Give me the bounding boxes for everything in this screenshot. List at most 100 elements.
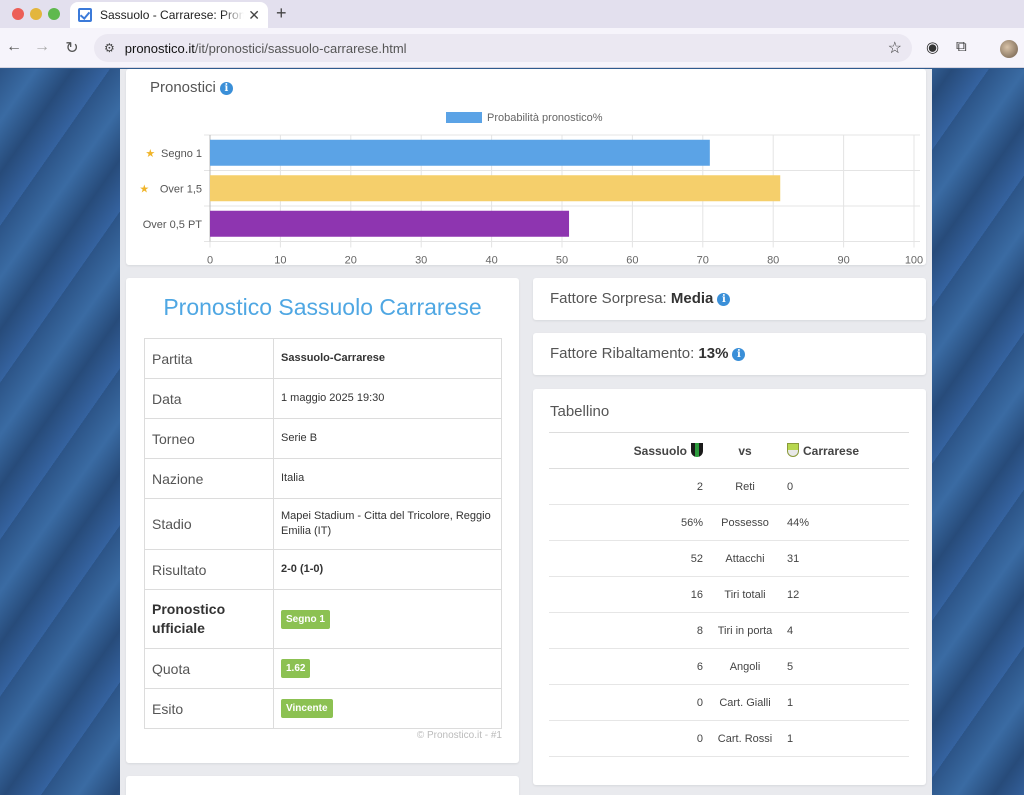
close-tab-icon[interactable]: ✕ xyxy=(248,6,260,23)
x-tick-label: 60 xyxy=(626,255,638,266)
fattore-sorpresa-label: Fattore Sorpresa: xyxy=(550,290,667,307)
url-path: /it/pronostici/sassuolo-carrarese.html xyxy=(194,40,407,56)
detail-label: Data xyxy=(144,378,274,419)
away-stat-value: 1 xyxy=(783,720,909,757)
match-detail-row: Partita Sassuolo-Carrarese xyxy=(144,338,502,379)
stat-row: 52 Attacchi 31 xyxy=(549,540,909,577)
x-tick-label: 100 xyxy=(905,255,923,266)
match-details-card: Pronostico Sassuolo Carrarese Partita Sas… xyxy=(126,278,519,763)
match-details-table: Partita Sassuolo-Carrarese Data 1 maggio 20… xyxy=(144,338,502,729)
detail-label: Risultato xyxy=(144,549,274,590)
minimize-window-button[interactable] xyxy=(30,8,42,20)
away-stat-value: 44% xyxy=(783,504,909,541)
x-tick-label: 20 xyxy=(345,255,357,266)
detail-value: 2-0 (1-0) xyxy=(273,549,502,590)
new-tab-icon[interactable]: + xyxy=(276,3,287,23)
x-tick-label: 70 xyxy=(697,255,709,266)
checkbox-favicon-icon xyxy=(78,8,92,22)
pronostici-bar-chart: Probabilità pronostico% 0 10 20 30 40 50 60 70 80… xyxy=(139,112,923,266)
sassuolo-crest-icon xyxy=(691,443,703,457)
fattore-sorpresa-card: Fattore Sorpresa: Media i xyxy=(533,278,926,320)
chart-card-title-text: Pronostici xyxy=(150,79,216,96)
bar xyxy=(210,139,710,166)
x-tick-label: 40 xyxy=(485,255,497,266)
next-card xyxy=(126,776,519,795)
detail-value: 1.62 xyxy=(273,648,502,689)
detail-value: Italia xyxy=(273,458,502,499)
bar xyxy=(210,175,781,202)
fattore-ribaltamento-value: 13% xyxy=(698,345,729,362)
y-tick-label: Over 1,5 xyxy=(160,183,202,195)
away-stat-value: 5 xyxy=(783,648,909,685)
site-settings-icon[interactable]: ⚙ xyxy=(104,41,115,55)
info-icon[interactable]: i xyxy=(717,293,731,306)
fattore-ribaltamento: Fattore Ribaltamento: 13% i xyxy=(550,345,746,362)
x-tick-label: 0 xyxy=(207,255,213,266)
away-stat-value: 4 xyxy=(783,612,909,649)
info-icon[interactable]: i xyxy=(219,82,233,95)
reload-icon[interactable]: ↻ xyxy=(65,40,79,57)
url-host: pronostico.it xyxy=(124,40,195,56)
forward-arrow-icon[interactable]: → xyxy=(34,38,50,55)
match-detail-row: Stadio Mapei Stadium - Citta del Tricolor… xyxy=(144,498,502,550)
profile-avatar[interactable] xyxy=(1000,40,1018,58)
close-window-button[interactable] xyxy=(12,8,24,20)
url-text: pronostico.it/it/pronostici/sassuolo-car… xyxy=(125,41,407,56)
match-detail-row: Data 1 maggio 2025 19:30 xyxy=(144,378,502,419)
match-detail-row: Nazione Italia xyxy=(144,458,502,499)
match-detail-row: Pronostico ufficiale Segno 1 xyxy=(144,589,502,649)
x-tick-label: 10 xyxy=(274,255,286,266)
detail-value: 1 maggio 2025 19:30 xyxy=(273,378,502,419)
away-team-name: Carrarese xyxy=(803,444,860,458)
home-stat-value: 0 xyxy=(549,720,707,757)
outcome-badge: Vincente xyxy=(281,699,333,718)
fattore-ribaltamento-label: Fattore Ribaltamento: xyxy=(550,345,695,362)
stat-row: 6 Angoli 5 xyxy=(549,648,909,685)
stat-label: Cart. Rossi xyxy=(707,720,783,757)
away-stat-value: 0 xyxy=(783,468,909,505)
star-icon: ★ xyxy=(145,147,155,160)
y-tick-label: Segno 1 xyxy=(161,148,202,160)
detail-label: Stadio xyxy=(144,498,274,550)
x-tick-label: 80 xyxy=(767,255,779,266)
fattore-ribaltamento-card: Fattore Ribaltamento: 13% i xyxy=(533,333,926,375)
home-stat-value: 56% xyxy=(549,504,707,541)
maximize-window-button[interactable] xyxy=(48,8,60,20)
stat-label: Reti xyxy=(707,468,783,505)
browser-tab[interactable]: Sassuolo - Carrarese: Pronostico ✕ xyxy=(70,2,268,28)
chart-card-title: Pronostici i xyxy=(150,79,233,96)
account-icon[interactable]: ◉ xyxy=(926,39,940,56)
detail-label: Nazione xyxy=(144,458,274,499)
match-detail-row: Risultato 2-0 (1-0) xyxy=(144,549,502,590)
fattore-sorpresa-value: Media xyxy=(670,290,714,307)
tabellino-title: Tabellino xyxy=(550,403,610,420)
x-tick-label: 30 xyxy=(415,255,427,266)
stat-label: Attacchi xyxy=(707,540,783,577)
extensions-puzzle-icon[interactable]: ⧉ xyxy=(956,38,967,55)
away-team-header: Carrarese xyxy=(783,432,909,469)
back-arrow-icon[interactable]: ← xyxy=(6,38,22,55)
detail-value: Serie B xyxy=(273,418,502,459)
detail-value: Vincente xyxy=(273,688,502,729)
pronostici-chart-card: Pronostici i Probabilità pronostico% 0 10 20… xyxy=(126,69,926,265)
match-detail-row: Esito Vincente xyxy=(144,688,502,729)
browser-toolbar: ← → ↻ ⚙ pronostico.it/it/pronostici/sass… xyxy=(0,28,1024,68)
stat-row: 0 Cart. Rossi 1 xyxy=(549,720,909,757)
home-stat-value: 52 xyxy=(549,540,707,577)
stat-label: Possesso xyxy=(707,504,783,541)
odds-badge: 1.62 xyxy=(281,659,311,678)
stat-label: Cart. Gialli xyxy=(707,684,783,721)
carrarese-crest-icon xyxy=(787,443,799,457)
home-team-name: Sassuolo xyxy=(633,444,687,458)
bookmark-star-icon[interactable]: ☆ xyxy=(887,40,902,57)
detail-value: Sassuolo-Carrarese xyxy=(273,338,502,379)
away-stat-value: 31 xyxy=(783,540,909,577)
info-icon[interactable]: i xyxy=(732,348,746,361)
address-bar[interactable]: ⚙ pronostico.it/it/pronostici/sassuolo-c… xyxy=(94,34,912,62)
bar xyxy=(210,210,570,237)
stat-label: Tiri in porta xyxy=(707,612,783,649)
home-stat-value: 2 xyxy=(549,468,707,505)
vs-header: vs xyxy=(707,432,783,469)
stat-label: Angoli xyxy=(707,648,783,685)
prediction-badge: Segno 1 xyxy=(281,609,330,629)
